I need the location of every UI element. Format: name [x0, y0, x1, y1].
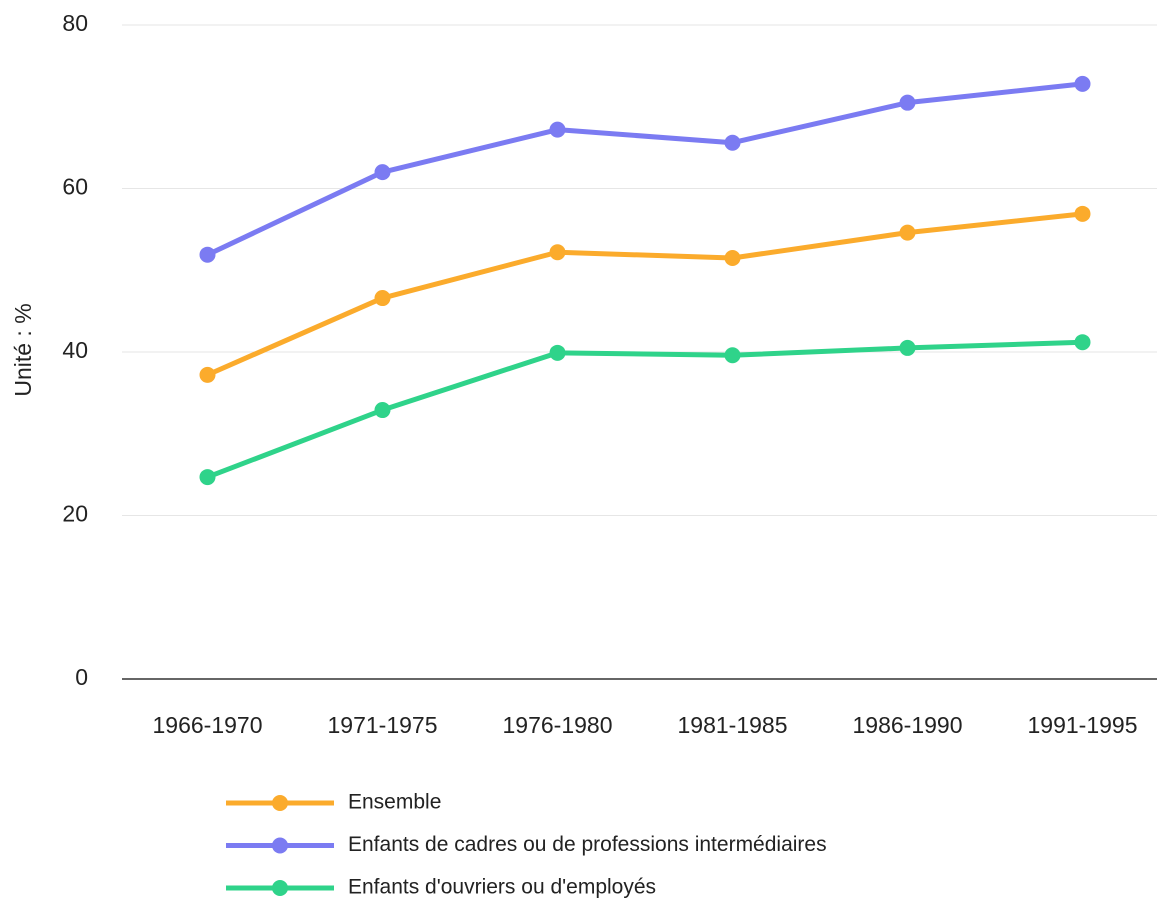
point — [899, 224, 916, 241]
point — [549, 244, 566, 261]
y-tick-label: 40 — [62, 337, 88, 363]
series-line — [206, 81, 1083, 257]
point — [199, 246, 216, 263]
legend-marker — [272, 837, 288, 854]
point — [1074, 334, 1091, 351]
point — [199, 366, 216, 383]
legend-marker — [272, 795, 288, 811]
legend-label: Enfants de cadres ou de professions inte… — [348, 833, 827, 856]
x-tick-label: 1991-1995 — [1028, 712, 1138, 738]
x-tick-label: 1981-1985 — [678, 712, 788, 738]
series-line — [206, 339, 1083, 480]
x-tick-label: 1971-1975 — [328, 712, 438, 738]
legend-label: Enfants d'ouvriers ou d'employés — [348, 876, 656, 899]
point — [374, 402, 391, 419]
y-tick-label: 80 — [62, 10, 88, 36]
point — [724, 347, 741, 364]
y-tick-label: 20 — [62, 501, 88, 527]
point — [549, 344, 566, 361]
point — [1074, 75, 1091, 92]
y-tick-label: 60 — [62, 174, 88, 200]
point — [374, 164, 391, 181]
series-line — [206, 211, 1083, 378]
point — [724, 134, 741, 151]
point — [374, 290, 391, 307]
x-tick-label: 1966-1970 — [153, 712, 263, 738]
legend-marker — [272, 880, 288, 896]
point — [899, 94, 916, 111]
y-axis-label: Unité : % — [10, 303, 36, 396]
point — [899, 339, 916, 356]
y-tick-label: 0 — [75, 664, 88, 690]
point — [549, 121, 566, 138]
point — [199, 469, 216, 486]
point — [724, 249, 741, 266]
point — [1074, 205, 1091, 222]
legend-label: Ensemble — [348, 791, 441, 814]
x-tick-label: 1976-1980 — [503, 712, 613, 738]
x-tick-label: 1986-1990 — [853, 712, 963, 738]
